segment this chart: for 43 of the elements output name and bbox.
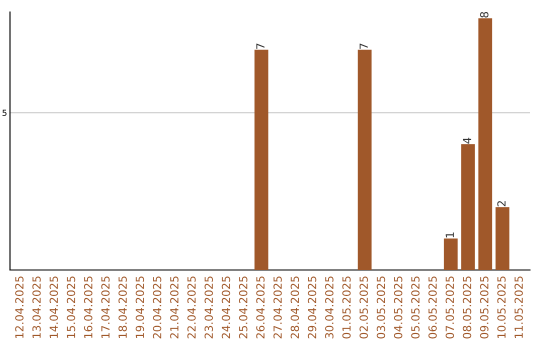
x-tick-label: 13.04.2025 (32, 276, 41, 338)
data-label: 4 (462, 138, 472, 144)
x-tick-label: 06.05.2025 (428, 276, 437, 338)
y-tick-label: 5 (2, 110, 6, 116)
x-tick-label: 24.04.2025 (222, 276, 230, 338)
x-tick-label: 29.04.2025 (308, 276, 316, 338)
x-tick-label: 18.04.2025 (118, 276, 127, 338)
x-tick-label: 01.05.2025 (342, 276, 351, 338)
x-tick-label: 17.04.2025 (101, 276, 110, 338)
x-tick-label: 27.04.2025 (273, 276, 282, 338)
x-tick-label: 16.04.2025 (84, 276, 92, 338)
x-tick-label: 11.05.2025 (514, 276, 523, 338)
x-tick-label: 10.05.2025 (497, 276, 506, 338)
x-tick-label: 09.05.2025 (480, 276, 488, 338)
x-tick-label: 12.04.2025 (15, 276, 24, 338)
bar (444, 238, 458, 270)
bar (461, 144, 475, 270)
x-tick-label: 19.04.2025 (136, 276, 144, 338)
x-tick-label: 20.04.2025 (152, 276, 162, 338)
bar (478, 18, 492, 270)
bar (496, 207, 510, 270)
x-tick-label: 03.05.2025 (376, 276, 386, 338)
data-label: 2 (497, 201, 506, 206)
x-tick-label: 26.04.2025 (256, 276, 265, 338)
x-tick-label: 15.04.2025 (66, 276, 76, 338)
x-tick-label: 05.05.2025 (411, 276, 420, 338)
data-label: 7 (360, 44, 368, 49)
x-tick-label: 04.05.2025 (394, 276, 402, 338)
bar (358, 50, 372, 270)
x-tick-label: 14.04.2025 (50, 276, 58, 338)
x-tick-label: 23.04.2025 (204, 276, 213, 338)
data-label: 7 (256, 44, 264, 49)
x-tick-label: 02.05.2025 (360, 276, 368, 338)
x-tick-label: 07.05.2025 (446, 276, 454, 338)
bar (254, 50, 268, 270)
x-tick-label: 21.04.2025 (170, 276, 179, 338)
data-label: 8 (480, 12, 488, 18)
x-tick-label: 25.04.2025 (238, 276, 248, 338)
x-tick-label: 22.04.2025 (187, 276, 196, 338)
data-label: 1 (446, 232, 454, 238)
x-tick-label: 30.04.2025 (325, 276, 334, 338)
x-tick-label: 08.05.2025 (462, 276, 472, 338)
x-tick-label: 28.04.2025 (290, 276, 300, 338)
